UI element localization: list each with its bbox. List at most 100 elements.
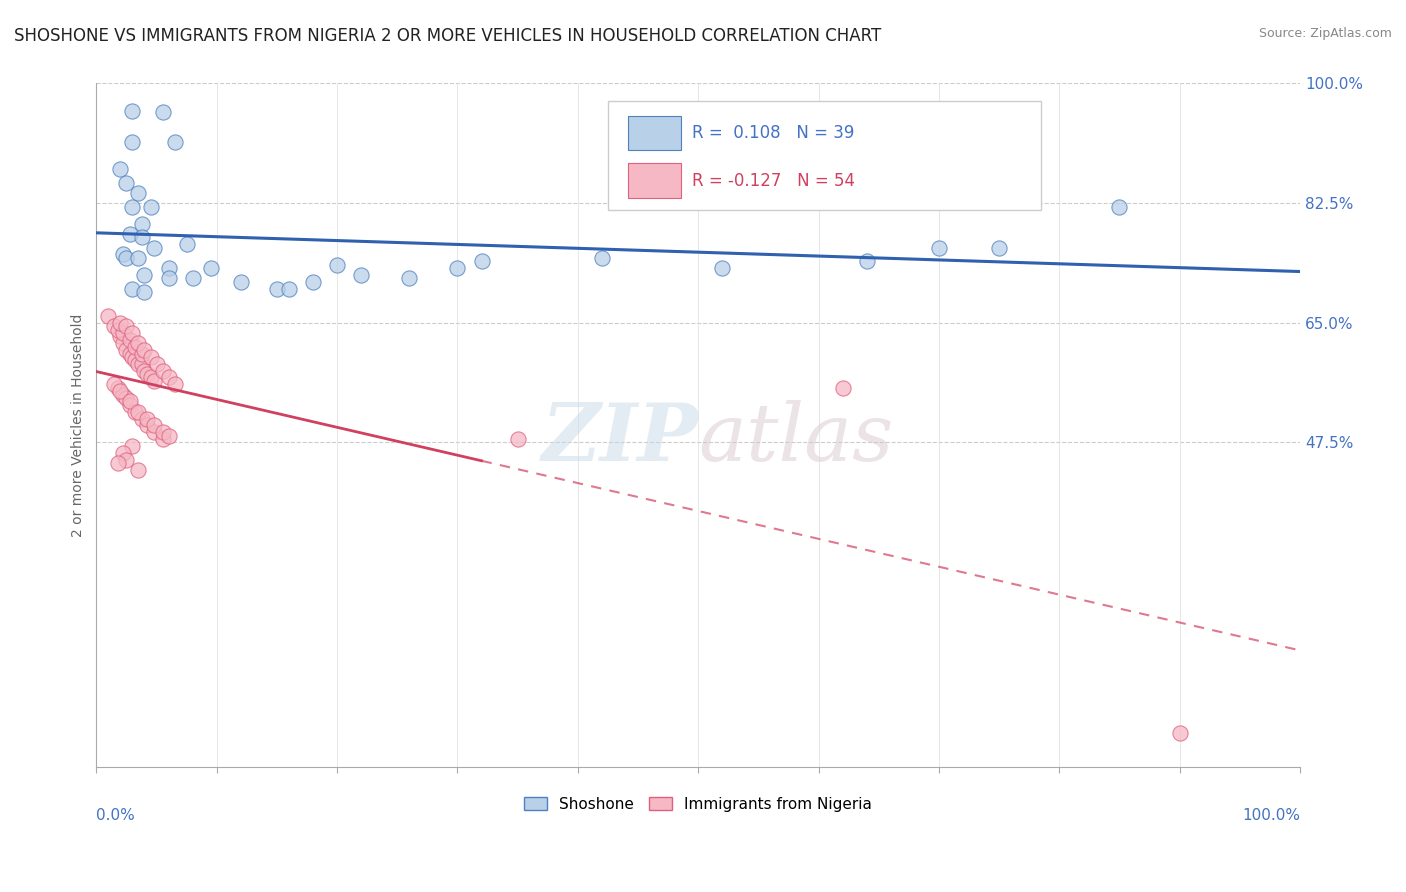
Point — [302, 275, 325, 289]
Point — [121, 439, 143, 453]
Point — [118, 333, 141, 347]
Point — [134, 268, 156, 282]
Point — [115, 319, 138, 334]
Point — [135, 411, 157, 425]
Point — [134, 285, 156, 299]
Point — [143, 425, 166, 440]
Point — [200, 261, 222, 276]
Point — [506, 432, 529, 446]
Point — [118, 394, 141, 409]
Point — [143, 241, 166, 255]
Point — [139, 350, 162, 364]
Point — [118, 346, 141, 360]
Point — [107, 323, 129, 337]
Point — [134, 364, 156, 378]
Point — [139, 370, 162, 384]
Text: 0.0%: 0.0% — [97, 808, 135, 823]
Point — [111, 336, 134, 351]
Point — [143, 374, 166, 388]
Point — [111, 247, 134, 261]
Point — [115, 251, 138, 265]
Point — [181, 271, 204, 285]
Point — [111, 326, 134, 340]
Point — [124, 353, 146, 368]
Point — [121, 103, 143, 118]
Point — [143, 418, 166, 433]
Point — [127, 251, 149, 265]
Point — [131, 357, 153, 371]
Text: atlas: atlas — [699, 401, 894, 478]
Point — [110, 384, 132, 399]
Text: 100.0%: 100.0% — [1241, 808, 1301, 823]
Point — [163, 377, 186, 392]
Point — [118, 398, 141, 412]
Point — [110, 161, 132, 176]
Point — [134, 343, 156, 358]
Point — [121, 350, 143, 364]
Point — [121, 282, 143, 296]
Text: R =  0.108   N = 39: R = 0.108 N = 39 — [692, 124, 855, 142]
Point — [278, 282, 301, 296]
Point — [103, 319, 125, 334]
Point — [152, 425, 174, 440]
Point — [110, 316, 132, 330]
Text: ZIP: ZIP — [541, 401, 699, 478]
Point — [446, 261, 468, 276]
Point — [115, 391, 138, 405]
Point — [127, 405, 149, 419]
Point — [398, 271, 420, 285]
Point — [988, 241, 1011, 255]
Point — [131, 346, 153, 360]
Point — [135, 418, 157, 433]
Point — [107, 456, 129, 470]
Point — [470, 254, 492, 268]
Point — [591, 251, 613, 265]
Point — [152, 105, 174, 120]
Point — [118, 227, 141, 241]
Text: R = -0.127   N = 54: R = -0.127 N = 54 — [692, 171, 855, 189]
Point — [266, 282, 288, 296]
Point — [831, 381, 853, 395]
Point — [152, 364, 174, 378]
FancyBboxPatch shape — [628, 116, 682, 151]
Point — [115, 452, 138, 467]
Point — [110, 329, 132, 343]
Text: Source: ZipAtlas.com: Source: ZipAtlas.com — [1258, 27, 1392, 40]
Point — [121, 135, 143, 149]
Point — [121, 326, 143, 340]
Point — [127, 186, 149, 200]
Point — [1108, 200, 1130, 214]
Point — [157, 370, 180, 384]
Point — [1168, 726, 1191, 740]
FancyBboxPatch shape — [628, 163, 682, 198]
Point — [229, 275, 252, 289]
Point — [928, 241, 950, 255]
Point — [855, 254, 877, 268]
Point — [124, 340, 146, 354]
Point — [127, 463, 149, 477]
Point — [115, 176, 138, 190]
Point — [135, 367, 157, 381]
Point — [111, 387, 134, 401]
Point — [111, 446, 134, 460]
Text: SHOSHONE VS IMMIGRANTS FROM NIGERIA 2 OR MORE VEHICLES IN HOUSEHOLD CORRELATION : SHOSHONE VS IMMIGRANTS FROM NIGERIA 2 OR… — [14, 27, 882, 45]
Point — [103, 377, 125, 392]
Point — [157, 261, 180, 276]
Point — [107, 381, 129, 395]
Point — [176, 237, 198, 252]
Point — [127, 336, 149, 351]
Point — [131, 217, 153, 231]
FancyBboxPatch shape — [607, 101, 1042, 210]
Point — [131, 230, 153, 244]
Point — [326, 258, 349, 272]
Point — [121, 200, 143, 214]
Point — [97, 309, 120, 323]
Point — [163, 135, 186, 149]
Point — [350, 268, 373, 282]
Point — [139, 200, 162, 214]
Point — [157, 271, 180, 285]
Point — [152, 432, 174, 446]
Point — [115, 343, 138, 358]
Point — [127, 357, 149, 371]
Legend: Shoshone, Immigrants from Nigeria: Shoshone, Immigrants from Nigeria — [517, 790, 879, 818]
